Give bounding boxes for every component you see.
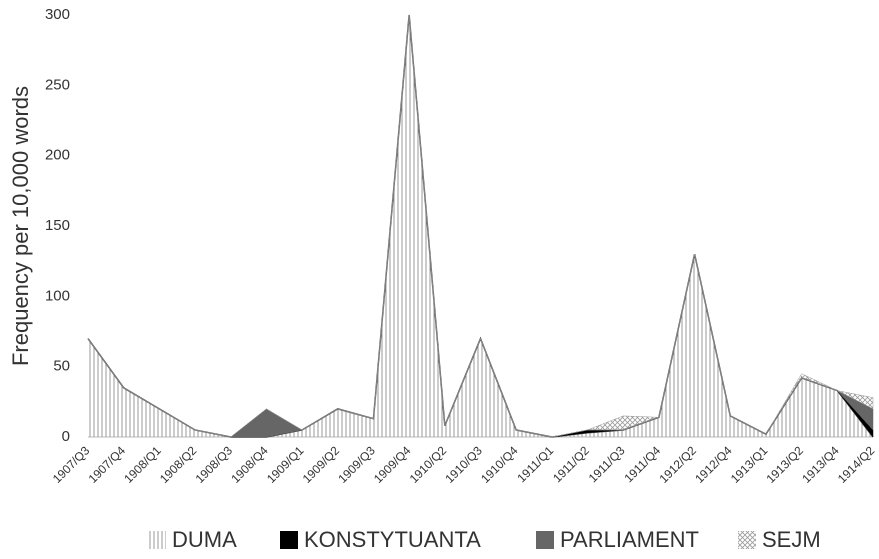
x-tick-label: 1911/Q2 xyxy=(550,443,592,485)
x-tick-label: 1908/Q3 xyxy=(193,443,236,486)
area xyxy=(88,15,873,437)
legend-item: KONSTYTUANTA xyxy=(280,527,481,552)
y-tick-label: 50 xyxy=(53,358,70,375)
y-axis-label: Frequency per 10,000 words xyxy=(8,86,33,366)
x-tick-label: 1909/Q2 xyxy=(300,443,343,486)
x-tick-label: 1908/Q2 xyxy=(157,443,200,486)
area xyxy=(87,14,874,438)
x-tick-label: 1908/Q4 xyxy=(228,443,271,486)
legend-label: SEJM xyxy=(762,527,821,552)
legend-swatch xyxy=(738,531,756,549)
y-tick-label: 100 xyxy=(45,287,70,304)
x-tick-label: 1913/Q4 xyxy=(799,443,842,486)
x-tick-label: 1913/Q2 xyxy=(764,443,807,486)
x-tick-label: 1911/Q4 xyxy=(621,443,663,485)
legend-item: PARLIAMENT xyxy=(536,527,699,552)
y-tick-label: 250 xyxy=(45,76,70,93)
y-tick-label: 150 xyxy=(45,217,70,234)
legend-label: DUMA xyxy=(172,527,237,552)
y-tick-label: 0 xyxy=(62,428,70,445)
x-tick-label: 1909/Q4 xyxy=(371,443,414,486)
x-tick-label: 1913/Q1 xyxy=(728,443,771,486)
legend-swatch xyxy=(148,531,166,549)
legend-label: PARLIAMENT xyxy=(560,527,699,552)
x-tick-label: 1908/Q1 xyxy=(121,443,164,486)
x-tick-label: 1909/Q1 xyxy=(264,443,307,486)
x-tick-label: 1907/Q3 xyxy=(50,443,93,486)
x-tick-label: 1910/Q3 xyxy=(442,443,485,486)
legend-item: SEJM xyxy=(738,527,821,552)
x-tick-label: 1912/Q2 xyxy=(656,443,699,486)
x-tick-label: 1912/Q4 xyxy=(692,443,735,486)
x-tick-label: 1910/Q2 xyxy=(407,443,450,486)
x-tick-label: 1911/Q3 xyxy=(586,443,628,485)
y-tick-label: 300 xyxy=(45,6,70,23)
x-tick-label: 1914/Q2 xyxy=(835,443,878,486)
x-tick-label: 1907/Q4 xyxy=(86,443,129,486)
x-tick-label: 1910/Q4 xyxy=(478,443,521,486)
legend-swatch xyxy=(280,531,298,549)
legend-label: KONSTYTUANTA xyxy=(304,527,481,552)
x-tick-label: 1911/Q1 xyxy=(514,443,556,485)
y-tick-label: 200 xyxy=(45,147,70,164)
legend-item: DUMA xyxy=(148,527,237,552)
legend-swatch xyxy=(536,531,554,549)
x-tick-label: 1909/Q3 xyxy=(335,443,378,486)
